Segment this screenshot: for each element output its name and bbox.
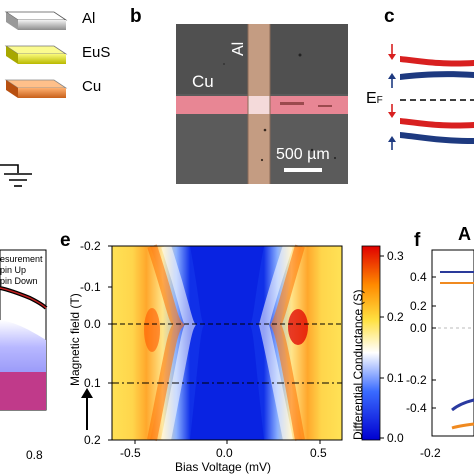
panel-f-title: A: [458, 224, 471, 244]
f-y-tick-label: 0.4: [410, 270, 427, 284]
y-tick-label: -0.1: [80, 280, 101, 294]
colorbar-tick-label: 0.3: [387, 249, 404, 263]
f-y-tick-label: -0.4: [406, 401, 427, 415]
eus-material-swatch: [4, 45, 68, 64]
x-tick-label: 0.0: [216, 446, 233, 460]
spin-up-arrow-icon: [388, 73, 396, 79]
f-y-tick-label: 0.0: [410, 321, 427, 335]
f-y-tick-label: -0.2: [406, 373, 427, 387]
x-axis-title: Bias Voltage (mV): [175, 460, 272, 474]
spin-down-arrow-icon: [388, 54, 396, 60]
cu-material-swatch: [4, 79, 68, 98]
spin-up-arrow-icon: [388, 136, 396, 142]
y-tick-label: 0.0: [84, 317, 101, 331]
legend-spin-down: pin Down: [0, 276, 38, 286]
colorbar-tick-label: 0.0: [387, 431, 404, 445]
y-axis-title: Magnetic field (T): [68, 293, 82, 386]
y-tick-label: 0.2: [84, 433, 101, 447]
legend-spin-up: pin Up: [0, 265, 27, 275]
panel-label-f: f: [414, 230, 421, 251]
colorbar: [361, 245, 384, 441]
x-tick-label: 0.5: [310, 446, 327, 460]
colorbar-title: Differential Conductance (S): [351, 289, 365, 440]
panel-d-plot: [0, 249, 48, 411]
x-tick-label: -0.5: [120, 446, 141, 460]
panel-d-x-tick: 0.8: [26, 448, 43, 462]
panel-label-b: b: [130, 6, 142, 27]
scale-bar: [284, 168, 322, 172]
ground-symbol: [0, 164, 32, 187]
al-label: Al: [230, 41, 247, 56]
y-tick-label: 0.1: [84, 376, 101, 390]
legend-measurement: esurement: [0, 254, 43, 264]
microscope-image: [176, 24, 348, 184]
spin-down-arrow-icon: [388, 112, 396, 118]
field-direction-arrow-icon: [81, 388, 93, 398]
colorbar-tick-label: 0.1: [387, 371, 404, 385]
legend-label-eus: EuS: [82, 44, 111, 61]
junction: [248, 96, 270, 114]
fermi-level-label: EF: [366, 90, 383, 107]
panel-f-plot: [431, 249, 474, 437]
f-x-tick-label: -0.2: [420, 446, 441, 460]
band-diagram: [388, 44, 474, 150]
y-tick-label: -0.2: [80, 239, 101, 253]
cu-label: Cu: [192, 72, 214, 91]
legend-label-al: Al: [82, 10, 96, 27]
al-material-swatch: [4, 11, 68, 30]
colorbar-tick-label: 0.2: [387, 310, 404, 324]
f-y-tick-label: 0.2: [410, 299, 427, 313]
legend-label-cu: Cu: [82, 78, 102, 95]
scale-bar-label: 500 µm: [276, 146, 330, 163]
panel-label-c: c: [384, 6, 395, 27]
panel-label-e: e: [60, 230, 71, 251]
heatmap-plot: [81, 244, 343, 444]
